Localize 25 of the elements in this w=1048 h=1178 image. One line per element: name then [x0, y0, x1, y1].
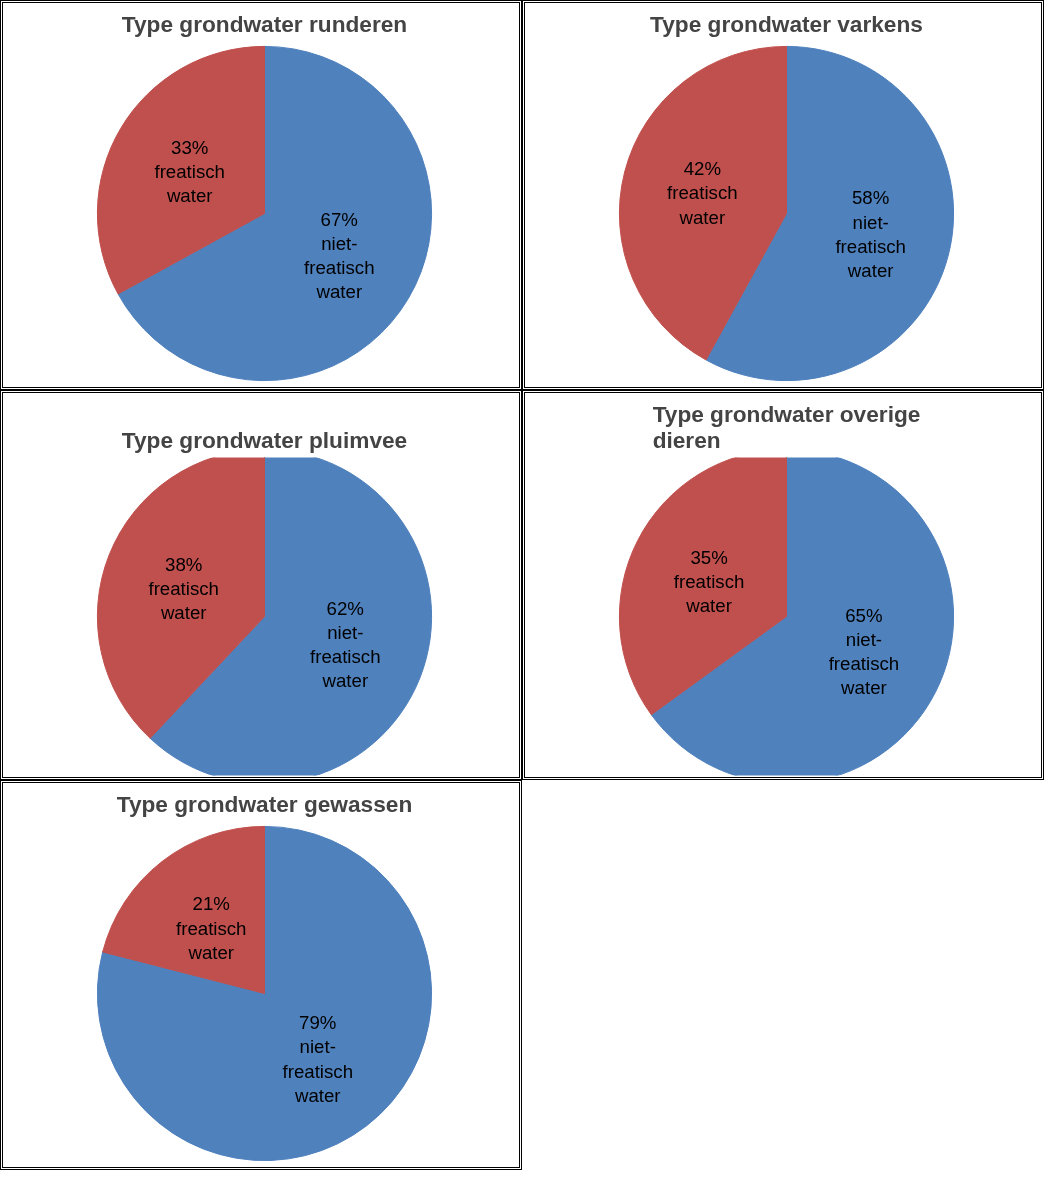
chart-title: Type grondwater pluimvee: [121, 426, 408, 453]
chart-title: Type grondwater runderen: [121, 10, 408, 37]
slice-label: freatisch water: [154, 160, 225, 206]
chart-title: Type grondwater gewassen: [116, 790, 413, 817]
data-label: 42%: [683, 158, 722, 180]
data-label: 38%: [165, 553, 203, 575]
slice-label: niet-freatisch water: [310, 622, 381, 692]
slice-label: niet-freatisch water: [835, 211, 906, 281]
slice-label: niet-freatisch water: [828, 628, 900, 698]
data-label: 65%: [845, 604, 883, 626]
data-label: 33%: [171, 136, 209, 158]
data-label: 21%: [192, 893, 230, 915]
slice-label: niet-freatisch water: [304, 233, 375, 303]
data-label: 67%: [320, 208, 358, 230]
slice-label: freatisch water: [673, 571, 745, 617]
chart-title: Type grondwater varkens: [650, 10, 923, 37]
slice-label: freatisch water: [175, 917, 247, 963]
chart-title: Type grondwater overige dieren: [652, 400, 921, 453]
data-label: 58%: [851, 187, 890, 209]
data-label: 79%: [299, 1012, 337, 1034]
data-label: 62%: [326, 597, 364, 619]
data-label: 35%: [690, 547, 728, 569]
slice-label: freatisch water: [667, 182, 738, 228]
slice-label: freatisch water: [148, 577, 219, 623]
slice-label: niet-freatisch water: [282, 1036, 354, 1106]
